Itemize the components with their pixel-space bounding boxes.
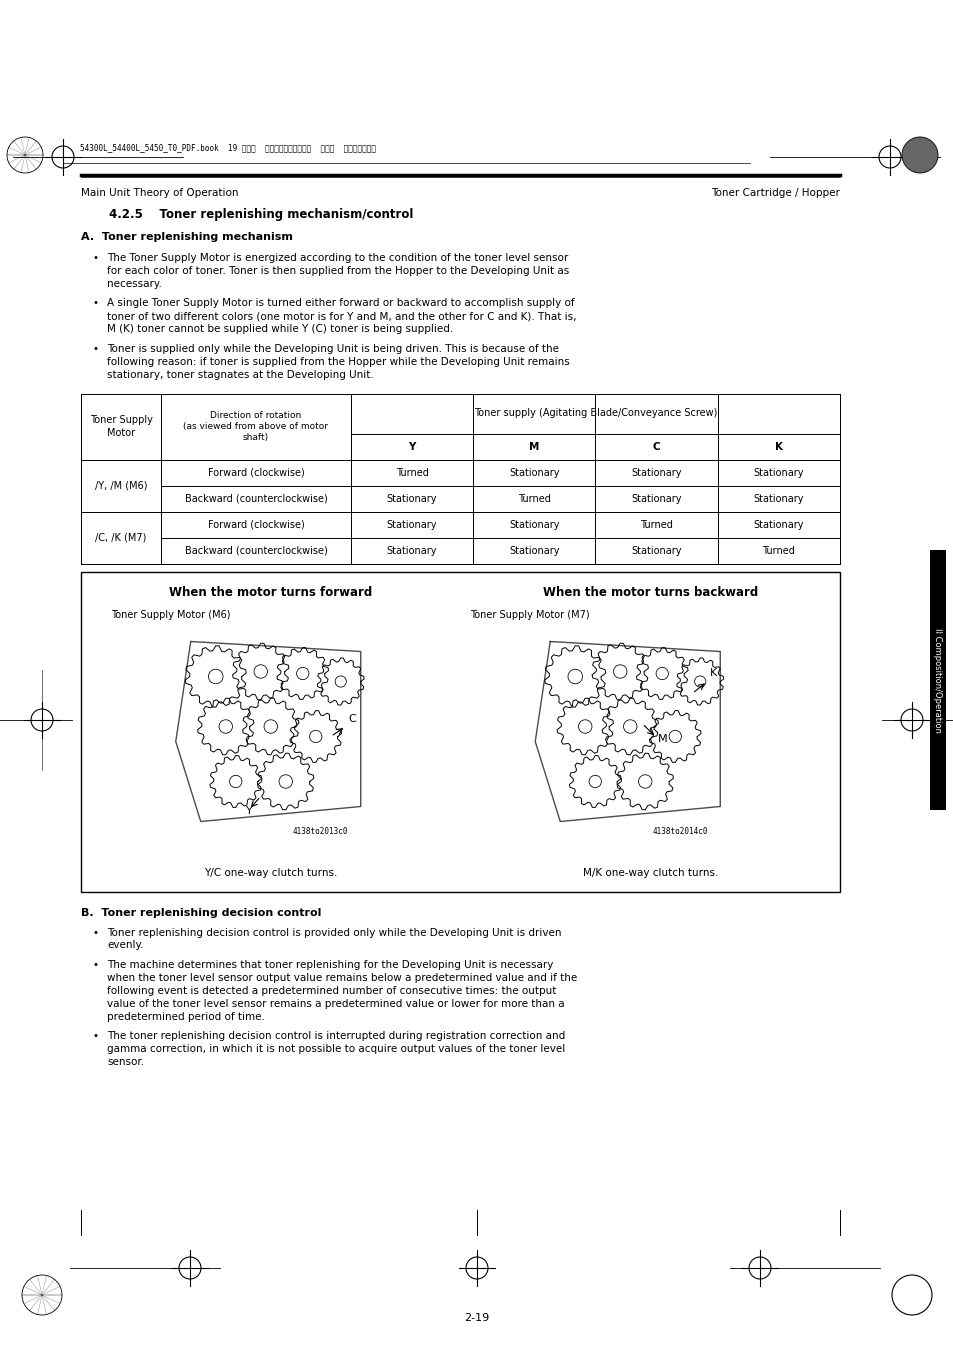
Text: Toner Supply
Motor: Toner Supply Motor: [90, 415, 152, 438]
Text: Stationary: Stationary: [753, 520, 803, 530]
Text: 4138to2014c0: 4138to2014c0: [652, 828, 707, 836]
Circle shape: [567, 669, 582, 684]
Circle shape: [230, 775, 242, 788]
Text: Stationary: Stationary: [753, 467, 803, 477]
Text: Backward (counterclockwise): Backward (counterclockwise): [185, 493, 327, 504]
Text: Toner replenishing decision control is provided only while the Developing Unit i: Toner replenishing decision control is p…: [107, 928, 561, 950]
Text: A single Toner Supply Motor is turned either forward or backward to accomplish s: A single Toner Supply Motor is turned ei…: [107, 299, 576, 334]
Text: Stationary: Stationary: [631, 467, 681, 477]
Text: Stationary: Stationary: [509, 546, 559, 555]
Text: /Y, /M (M6): /Y, /M (M6): [94, 481, 147, 490]
Circle shape: [613, 665, 626, 678]
Text: Stationary: Stationary: [509, 520, 559, 530]
Text: /C, /K (M7): /C, /K (M7): [95, 532, 147, 543]
Text: II Composition/Operation: II Composition/Operation: [933, 627, 942, 732]
Text: Stationary: Stationary: [387, 520, 436, 530]
Text: Stationary: Stationary: [753, 493, 803, 504]
Text: M/K one-way clutch turns.: M/K one-way clutch turns.: [582, 867, 718, 878]
Text: C: C: [349, 713, 356, 724]
Text: Toner is supplied only while the Developing Unit is being driven. This is becaus: Toner is supplied only while the Develop…: [107, 345, 569, 380]
Text: Forward (clockwise): Forward (clockwise): [208, 520, 304, 530]
Text: Stationary: Stationary: [387, 546, 436, 555]
Text: When the motor turns forward: When the motor turns forward: [169, 585, 372, 598]
Text: M: M: [529, 442, 539, 451]
Text: Stationary: Stationary: [631, 493, 681, 504]
Text: K: K: [709, 669, 717, 678]
Circle shape: [335, 676, 346, 688]
Text: 2-19: 2-19: [464, 1313, 489, 1323]
Text: Turned: Turned: [639, 520, 673, 530]
Text: Y/C one-way clutch turns.: Y/C one-way clutch turns.: [204, 867, 337, 878]
Text: Toner Supply Motor (M7): Toner Supply Motor (M7): [470, 609, 590, 620]
Text: The Toner Supply Motor is energized according to the condition of the toner leve: The Toner Supply Motor is energized acco…: [107, 253, 569, 289]
Text: K: K: [774, 442, 782, 451]
Text: Direction of rotation
(as viewed from above of motor
shaft): Direction of rotation (as viewed from ab…: [183, 411, 328, 442]
Text: 4138to2013c0: 4138to2013c0: [293, 828, 348, 836]
Text: Forward (clockwise): Forward (clockwise): [208, 467, 304, 477]
Circle shape: [264, 720, 277, 734]
Text: Y: Y: [246, 805, 253, 816]
Circle shape: [296, 667, 309, 680]
Circle shape: [656, 667, 668, 680]
Circle shape: [209, 669, 223, 684]
Circle shape: [588, 775, 600, 788]
Circle shape: [694, 676, 705, 688]
Text: •: •: [92, 253, 99, 263]
Text: •: •: [92, 1031, 99, 1042]
Text: •: •: [92, 928, 99, 938]
Text: The machine determines that toner replenishing for the Developing Unit is necess: The machine determines that toner replen…: [107, 961, 577, 1021]
Text: Toner Supply Motor (M6): Toner Supply Motor (M6): [111, 609, 231, 620]
Circle shape: [638, 774, 651, 788]
Circle shape: [623, 720, 637, 734]
Circle shape: [310, 731, 321, 743]
Circle shape: [278, 774, 293, 788]
Bar: [81, 571, 840, 892]
Text: Stationary: Stationary: [509, 467, 559, 477]
Text: •: •: [92, 345, 99, 354]
Circle shape: [253, 665, 267, 678]
Text: Turned: Turned: [761, 546, 795, 555]
Text: Main Unit Theory of Operation: Main Unit Theory of Operation: [81, 188, 238, 199]
Bar: [81, 393, 840, 563]
Text: •: •: [92, 961, 99, 970]
Text: Turned: Turned: [395, 467, 428, 477]
Text: The toner replenishing decision control is interrupted during registration corre: The toner replenishing decision control …: [107, 1031, 565, 1066]
Circle shape: [901, 136, 937, 173]
Text: M: M: [658, 734, 667, 743]
Text: •: •: [92, 299, 99, 308]
Text: A.  Toner replenishing mechanism: A. Toner replenishing mechanism: [81, 232, 293, 242]
Circle shape: [219, 720, 233, 734]
Text: Toner Cartridge / Hopper: Toner Cartridge / Hopper: [710, 188, 840, 199]
Text: Y: Y: [408, 442, 416, 451]
Text: Backward (counterclockwise): Backward (counterclockwise): [185, 546, 327, 555]
Circle shape: [578, 720, 592, 734]
Text: C: C: [652, 442, 659, 451]
Bar: [929, 550, 945, 811]
Text: Stationary: Stationary: [631, 546, 681, 555]
Text: When the motor turns backward: When the motor turns backward: [542, 585, 757, 598]
Text: 54300L_54400L_5450_T0_PDF.book  19 ページ  ２００５年４月１２日  火曜日  午後４時４９分: 54300L_54400L_5450_T0_PDF.book 19 ページ ２０…: [80, 143, 375, 153]
Text: B.  Toner replenishing decision control: B. Toner replenishing decision control: [81, 908, 321, 917]
Circle shape: [668, 731, 680, 743]
Text: Turned: Turned: [517, 493, 550, 504]
Text: Toner supply (Agitating Blade/Conveyance Screw): Toner supply (Agitating Blade/Conveyance…: [474, 408, 717, 419]
Text: Stationary: Stationary: [387, 493, 436, 504]
Text: 4.2.5    Toner replenishing mechanism/control: 4.2.5 Toner replenishing mechanism/contr…: [109, 208, 413, 222]
